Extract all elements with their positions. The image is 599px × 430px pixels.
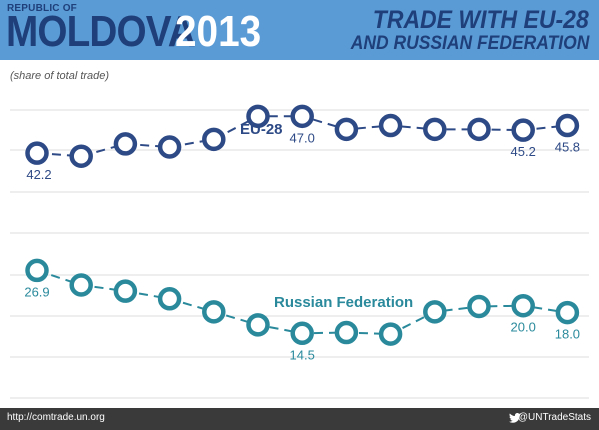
series-1-value-label-0: 26.9 [24, 284, 49, 299]
series-1-point-2 [113, 279, 138, 303]
series-0-point-1 [69, 144, 93, 168]
header-year: 2013 [175, 7, 262, 56]
series-0-point-2 [113, 132, 138, 156]
series-1-point-11 [511, 293, 535, 318]
series-1-point-0 [25, 258, 49, 283]
series-0-point-11 [511, 118, 535, 142]
series-1-value-label-12: 18.0 [555, 327, 580, 342]
series-0-value-label-6: 47.0 [290, 130, 315, 145]
series-1-point-12 [555, 300, 580, 325]
header-republic: REPUBLIC OF [7, 3, 77, 14]
series-0-point-6 [290, 104, 314, 129]
series-1-point-10 [467, 294, 491, 319]
chart-subtitle: (share of total trade) [10, 70, 110, 82]
series-1-point-5 [246, 313, 270, 337]
footer-bar: http://comtrade.un.org @UNTradeStats [0, 408, 599, 430]
series-name-label-1: Russian Federation [274, 294, 413, 311]
series-0-point-12 [555, 113, 580, 138]
series-0-point-7 [334, 117, 359, 142]
series-0-point-0 [25, 141, 49, 165]
series-0-value-label-12: 45.8 [555, 140, 580, 155]
series-0-point-9 [423, 117, 447, 142]
series-1-value-label-11: 20.0 [511, 320, 536, 335]
chart-title-line1: TRADE WITH EU-28 [373, 6, 589, 34]
series-1-point-9 [423, 300, 447, 324]
twitter-bird-icon [509, 413, 521, 423]
header-banner: REPUBLIC OF MOLDOVA 2013 TRADE WITH EU-2… [0, 0, 599, 60]
chart-title-line2: AND RUSSIAN FEDERATION [350, 33, 589, 54]
series-0-point-3 [157, 135, 182, 159]
series-1-point-3 [157, 287, 182, 311]
series-1-point-6 [290, 321, 314, 346]
series-0-point-10 [467, 117, 491, 142]
series-1-point-8 [378, 322, 403, 346]
footer-twitter-handle[interactable]: @UNTradeStats [517, 412, 591, 423]
series-0-value-label-0: 42.2 [26, 167, 51, 182]
series-0-point-5 [246, 104, 270, 129]
series-1-value-label-6: 14.5 [290, 347, 315, 362]
series-1-point-7 [334, 320, 359, 345]
line-chart: EU-28 42.2 47.0 45.2 45.8 Russian Federation 2… [10, 104, 589, 399]
series-1-point-1 [69, 273, 93, 297]
series-0-value-label-11: 45.2 [511, 144, 536, 159]
series-0-point-4 [202, 127, 226, 152]
header-country: MOLDOVA [6, 7, 196, 56]
series-0-point-8 [378, 113, 403, 138]
series-1-point-4 [202, 300, 226, 324]
series-name-label-0: EU-28 [240, 121, 283, 138]
footer-url-link[interactable]: http://comtrade.un.org [7, 412, 105, 423]
